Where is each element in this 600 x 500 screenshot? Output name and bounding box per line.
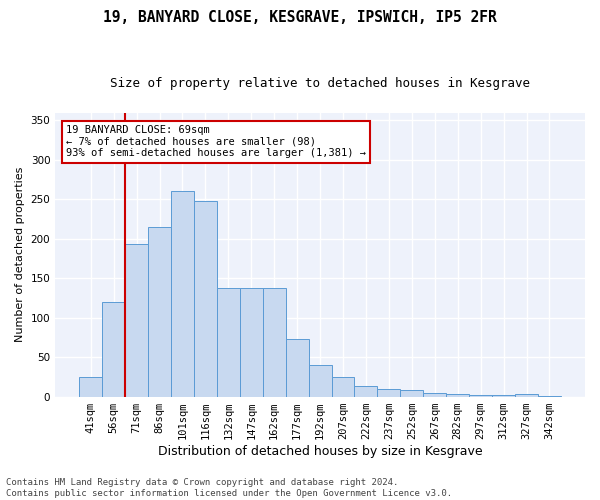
Bar [286,339,308,396]
Bar [148,227,171,396]
Text: 19, BANYARD CLOSE, KESGRAVE, IPSWICH, IP5 2FR: 19, BANYARD CLOSE, KESGRAVE, IPSWICH, IP… [103,10,497,25]
Bar [125,244,148,396]
Bar [377,390,400,396]
Bar [171,192,194,396]
Bar [332,377,355,396]
Bar [469,395,492,396]
Title: Size of property relative to detached houses in Kesgrave: Size of property relative to detached ho… [110,78,530,90]
Text: Contains HM Land Registry data © Crown copyright and database right 2024.
Contai: Contains HM Land Registry data © Crown c… [6,478,452,498]
Text: 19 BANYARD CLOSE: 69sqm
← 7% of detached houses are smaller (98)
93% of semi-det: 19 BANYARD CLOSE: 69sqm ← 7% of detached… [66,126,366,158]
Bar [263,288,286,397]
Bar [79,377,102,396]
Bar [355,386,377,396]
X-axis label: Distribution of detached houses by size in Kesgrave: Distribution of detached houses by size … [158,444,482,458]
Bar [102,302,125,396]
Bar [217,288,240,397]
Bar [308,365,332,396]
Bar [515,394,538,396]
Y-axis label: Number of detached properties: Number of detached properties [15,167,25,342]
Bar [240,288,263,397]
Bar [492,395,515,396]
Bar [194,201,217,396]
Bar [400,390,423,396]
Bar [423,392,446,396]
Bar [446,394,469,396]
